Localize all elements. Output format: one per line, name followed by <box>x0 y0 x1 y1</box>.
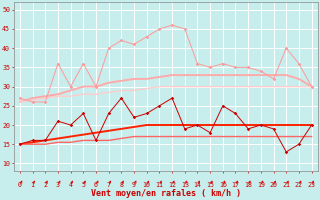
X-axis label: Vent moyen/en rafales ( km/h ): Vent moyen/en rafales ( km/h ) <box>91 189 241 198</box>
